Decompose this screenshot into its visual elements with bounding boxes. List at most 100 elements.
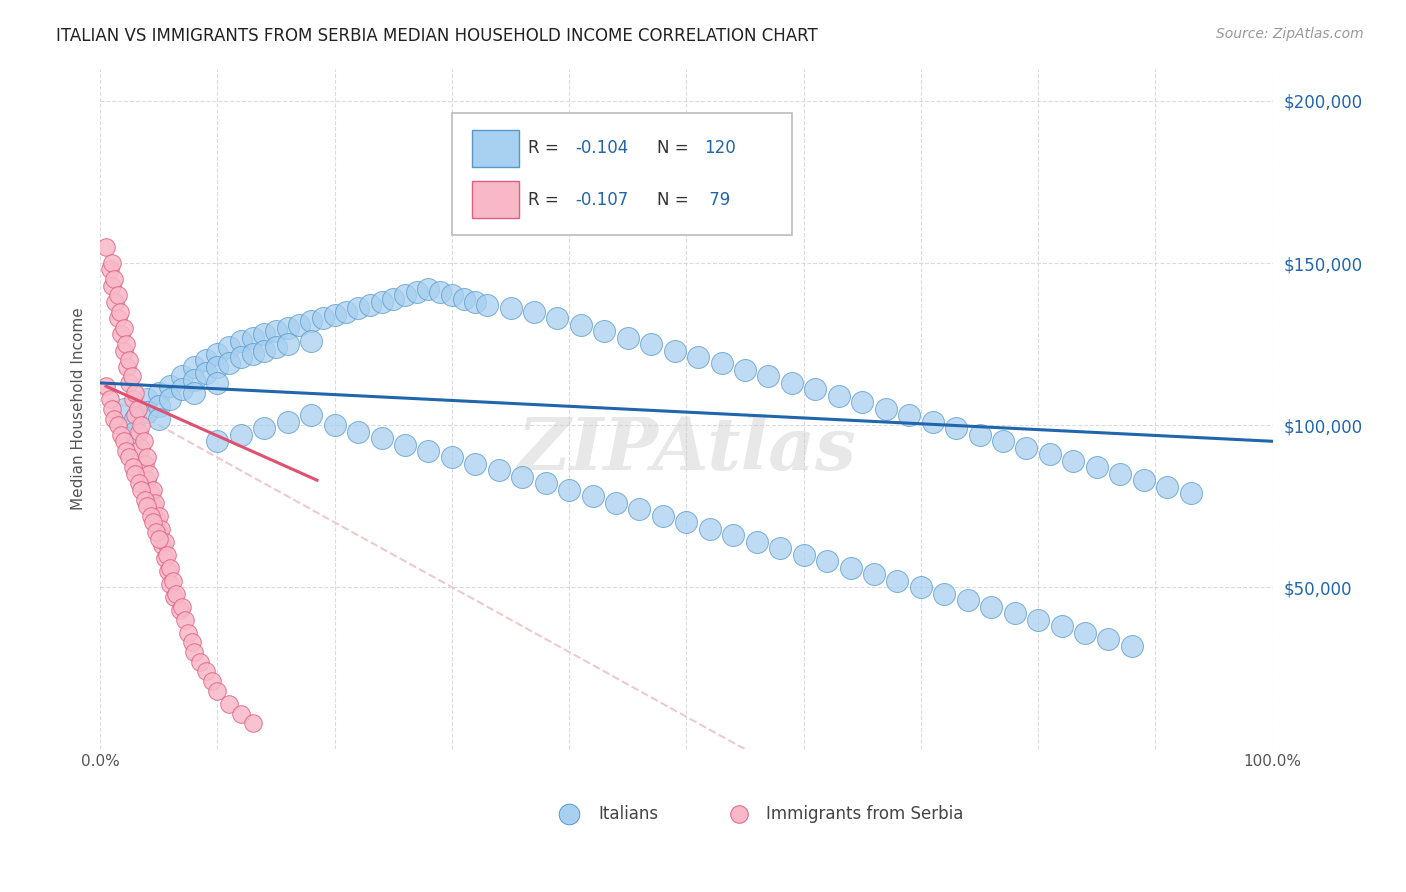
Point: [124, 467, 146, 481]
Point: [664, 343, 686, 358]
Point: [183, 373, 205, 387]
Point: [312, 311, 335, 326]
Point: [159, 577, 181, 591]
Point: [475, 298, 498, 312]
Point: [1062, 454, 1084, 468]
Point: [418, 444, 440, 458]
Text: N =: N =: [657, 139, 695, 157]
Point: [758, 369, 780, 384]
Point: [139, 508, 162, 523]
Point: [194, 353, 217, 368]
Point: [1180, 486, 1202, 500]
Point: [136, 405, 159, 419]
Point: [142, 499, 165, 513]
Point: [991, 434, 1014, 449]
Point: [723, 528, 745, 542]
Point: [156, 548, 179, 562]
Point: [110, 427, 132, 442]
Point: [153, 551, 176, 566]
Point: [159, 379, 181, 393]
Point: [207, 376, 229, 390]
Point: [172, 369, 194, 384]
Point: [253, 343, 276, 358]
Point: [183, 385, 205, 400]
Point: [148, 411, 170, 425]
Point: [148, 399, 170, 413]
Point: [112, 343, 135, 358]
Point: [640, 337, 662, 351]
Point: [148, 508, 170, 523]
Point: [194, 665, 217, 679]
Point: [177, 625, 200, 640]
Point: [264, 340, 287, 354]
Point: [581, 489, 603, 503]
Point: [839, 560, 862, 574]
Point: [569, 318, 592, 332]
Point: [242, 330, 264, 344]
Point: [132, 434, 155, 449]
Point: [299, 314, 322, 328]
Point: [101, 401, 124, 416]
Point: [956, 593, 979, 607]
Point: [188, 655, 211, 669]
Point: [207, 684, 229, 698]
Point: [1039, 447, 1062, 461]
Point: [370, 431, 392, 445]
Point: [159, 392, 181, 406]
Point: [828, 389, 851, 403]
Point: [488, 463, 510, 477]
Point: [1085, 460, 1108, 475]
Point: [124, 409, 146, 423]
Point: [148, 385, 170, 400]
Point: [558, 483, 581, 497]
Point: [394, 288, 416, 302]
Point: [804, 383, 827, 397]
Point: [94, 379, 117, 393]
Point: [593, 324, 616, 338]
Point: [277, 337, 299, 351]
Point: [121, 369, 143, 384]
Point: [115, 359, 138, 374]
Point: [628, 502, 651, 516]
Point: [229, 706, 252, 721]
Point: [921, 415, 943, 429]
Point: [464, 294, 486, 309]
Point: [1132, 473, 1154, 487]
Text: -0.107: -0.107: [575, 191, 628, 209]
Point: [139, 486, 162, 500]
Point: [128, 476, 150, 491]
Point: [122, 392, 145, 406]
Text: R =: R =: [529, 191, 564, 209]
Point: [145, 524, 167, 539]
Point: [277, 321, 299, 335]
Point: [145, 512, 167, 526]
Y-axis label: Median Household Income: Median Household Income: [72, 308, 86, 510]
Point: [418, 282, 440, 296]
Point: [510, 470, 533, 484]
Point: [143, 496, 166, 510]
Point: [129, 441, 152, 455]
Point: [347, 425, 370, 439]
Text: Italians: Italians: [599, 805, 658, 823]
FancyBboxPatch shape: [472, 129, 519, 167]
Point: [875, 401, 897, 416]
Point: [558, 742, 581, 756]
Point: [112, 434, 135, 449]
Point: [288, 318, 311, 332]
Point: [118, 353, 141, 368]
Point: [242, 716, 264, 731]
Point: [112, 321, 135, 335]
Point: [323, 418, 346, 433]
Point: [107, 311, 129, 326]
Point: [229, 334, 252, 348]
Text: -0.104: -0.104: [575, 139, 628, 157]
Point: [910, 580, 932, 594]
Point: [94, 240, 117, 254]
Point: [1097, 632, 1119, 646]
Point: [124, 425, 146, 439]
Point: [136, 450, 159, 465]
Point: [863, 567, 886, 582]
Point: [980, 599, 1002, 614]
Point: [945, 421, 967, 435]
Point: [136, 392, 159, 406]
